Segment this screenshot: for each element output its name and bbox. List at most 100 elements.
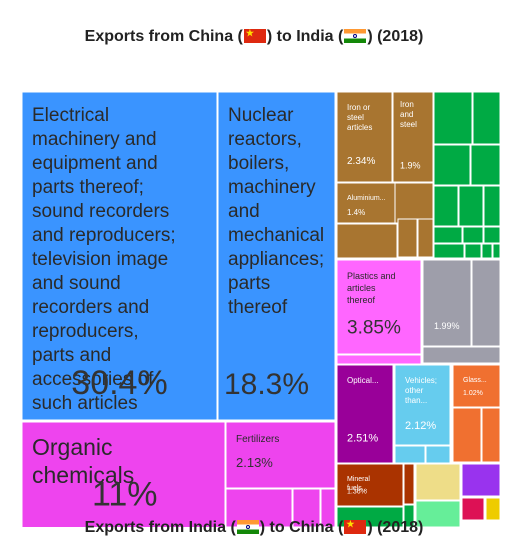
treemap-tile-minor — [225, 488, 293, 527]
treemap-tile-minor — [483, 185, 501, 227]
treemap-tile-minor — [394, 445, 426, 464]
tile-percent-label: 1.02% — [463, 390, 483, 397]
treemap-tile-minor — [336, 223, 398, 259]
treemap-tile: Optical... 2.51% — [336, 364, 394, 464]
china-flag-icon — [243, 29, 266, 43]
treemap-tile-minor — [485, 497, 501, 521]
tile-label: Vehicles; — [405, 376, 437, 385]
treemap-tile-minor — [481, 407, 501, 463]
tile-label: appliances; — [228, 249, 324, 270]
tile-percent-label: 2.13% — [236, 455, 273, 470]
treemap-tile: Nuclear reactors, boilers, machinery and mech… — [217, 91, 336, 421]
tile-label: Glass... — [463, 377, 487, 384]
tile-label: chemicals — [32, 462, 134, 488]
tile-label: parts thereof; — [32, 177, 144, 198]
treemap-tile-rect — [394, 364, 451, 446]
treemap-tile-rect — [452, 364, 501, 408]
tile-label: and — [400, 110, 413, 119]
treemap-tile-minor — [433, 185, 459, 227]
treemap-tile-minor — [415, 463, 461, 501]
treemap-tile-minor — [415, 500, 461, 527]
tile-percent-label: 1.9% — [400, 161, 421, 171]
tile-label: machinery and — [32, 129, 157, 150]
tile-label: than... — [405, 396, 427, 405]
tile-label: reactors, — [228, 129, 302, 150]
treemap-tile-rect — [336, 182, 396, 224]
treemap-tile-minor — [458, 185, 484, 227]
tile-percent-label: 3.85% — [347, 317, 401, 338]
treemap-tile-minor — [422, 346, 501, 364]
treemap-tile-minor — [481, 243, 493, 259]
tile-label: recorders and — [32, 297, 149, 318]
treemap-tile-minor — [403, 504, 415, 527]
treemap-tile-rect — [422, 259, 472, 347]
next-chart-title: Exports from India () to China () (2018) — [0, 519, 508, 537]
treemap-tile-minor — [336, 354, 422, 365]
treemap-tile-minor — [464, 243, 482, 259]
china-flag-icon — [344, 520, 367, 534]
treemap-tile-minor — [320, 488, 336, 527]
treemap-tile-minor — [462, 226, 484, 244]
treemap-tile-minor — [433, 226, 463, 244]
treemap-tile-minor — [417, 218, 434, 258]
treemap-tile: Fertilizers 2.13% — [225, 421, 336, 489]
tile-label: accessories of — [32, 369, 154, 390]
tile-label: sound recorders — [32, 201, 169, 222]
treemap-tile: 1.99% — [422, 259, 472, 347]
tile-label: machinery — [228, 177, 316, 198]
treemap-tile-minor — [483, 226, 501, 244]
treemap-tile-minor — [397, 218, 418, 258]
tile-percent-label: 1.4% — [347, 208, 365, 217]
tile-label: Fertilizers — [236, 434, 279, 445]
treemap-tile-minor — [433, 91, 473, 145]
tile-label: parts and — [32, 345, 111, 366]
tile-label: equipment and — [32, 153, 158, 174]
tile-label: such articles — [32, 393, 138, 414]
treemap-tile: Plastics and articles thereof 3.85% — [336, 259, 422, 355]
treemap-tile: Aluminium... 1.4% — [336, 182, 396, 224]
tile-label: articles — [347, 123, 372, 132]
india-flag-icon — [344, 29, 367, 43]
chart-title: Exports from China () to India () (2018) — [0, 28, 508, 46]
tile-percent-label: 2.51% — [347, 432, 378, 444]
treemap-tile-minor — [492, 243, 501, 259]
tile-label: parts — [228, 273, 270, 294]
treemap-tile-minor — [461, 463, 501, 497]
treemap-tile-rect — [21, 91, 218, 421]
tile-label: boilers, — [228, 153, 289, 174]
treemap-tile-minor — [452, 407, 482, 463]
treemap-tile-rect — [336, 259, 422, 355]
treemap-tile-minor — [433, 144, 471, 186]
tile-label: Nuclear — [228, 105, 294, 126]
tile-label: mechanical — [228, 225, 324, 246]
tile-label: other — [405, 386, 424, 395]
treemap-tile-minor — [403, 463, 415, 505]
treemap-tile-rect — [217, 91, 336, 421]
treemap-tile-minor — [471, 259, 501, 347]
tile-label: Plastics and — [347, 271, 396, 281]
tile-percent-label: 1.36% — [347, 488, 367, 495]
tile-label: steel — [347, 113, 364, 122]
treemap-tile-minor — [425, 445, 451, 464]
treemap-tile-minor — [292, 488, 321, 527]
tile-percent-label: 1.99% — [434, 321, 460, 331]
tile-label: Aluminium... — [347, 195, 386, 202]
tile-label: steel — [400, 120, 417, 129]
treemap-tile-minor — [472, 91, 501, 145]
tile-label: television image — [32, 249, 168, 270]
tile-label: thereof — [347, 295, 376, 305]
treemap-tile: Mineral fuels...1.36% — [336, 463, 404, 507]
treemap-tile-minor — [461, 497, 485, 521]
tile-label: Iron or — [347, 103, 370, 112]
tile-percent-label: 2.12% — [405, 420, 436, 432]
tile-label: Organic — [32, 434, 113, 460]
treemap-tile-minor — [433, 243, 465, 259]
tile-label: and reproducers; — [32, 225, 176, 246]
treemap-tile-minor — [394, 182, 434, 224]
treemap-tile-minor — [470, 144, 501, 186]
